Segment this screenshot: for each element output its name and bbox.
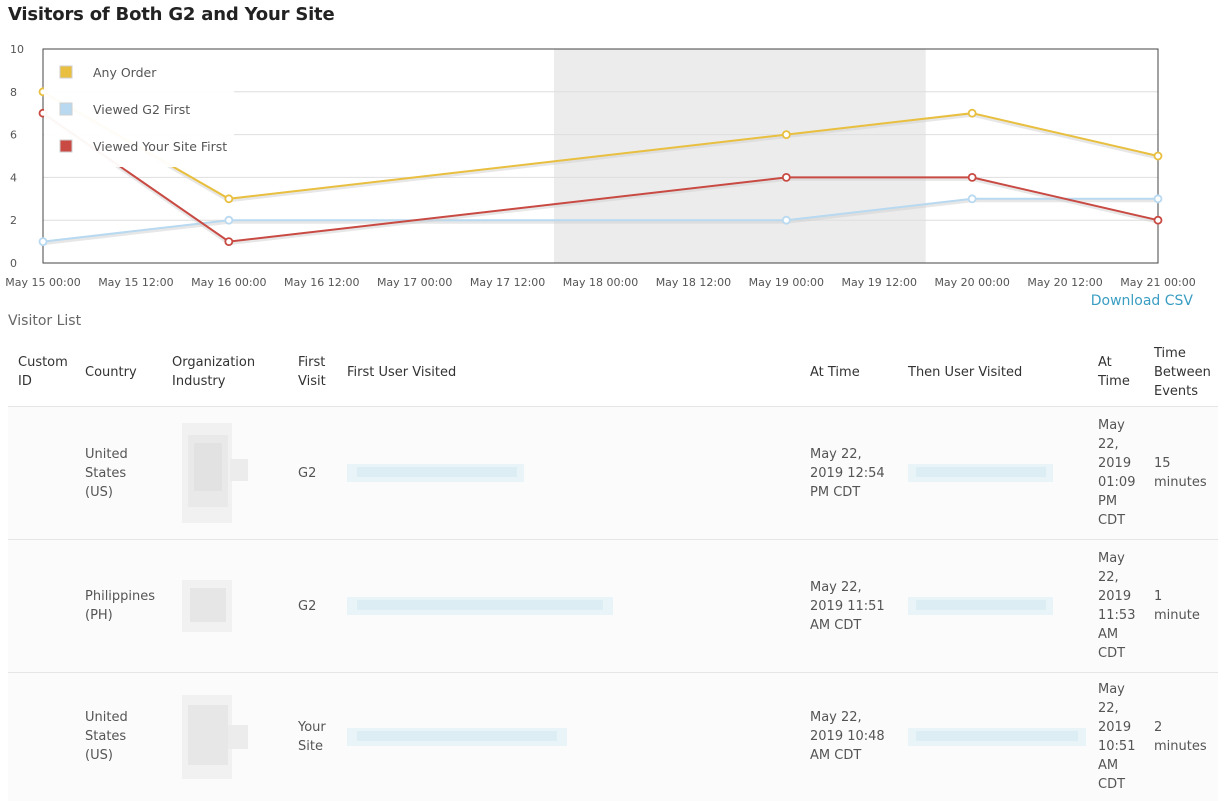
visitor-list-table: Custom ID Country Organization Industry … xyxy=(8,338,1218,801)
x-tick-label: May 15 00:00 xyxy=(5,276,80,289)
first-visit-cell: G2 xyxy=(298,598,317,614)
time-between-cell: 2 minutes xyxy=(1154,719,1207,754)
industry-cell xyxy=(162,540,288,673)
data-point xyxy=(224,237,234,247)
industry-cell xyxy=(162,673,288,801)
then-at-time-cell: May 22, 2019 01:09 PM CDT xyxy=(1098,418,1136,528)
x-tick-label: May 20 00:00 xyxy=(934,276,1009,289)
x-tick-label: May 21 00:00 xyxy=(1120,276,1195,289)
data-point xyxy=(967,194,977,204)
chart-legend: Any Order Viewed G2 First Viewed Your Site… xyxy=(44,50,234,167)
custom-id-cell xyxy=(8,540,75,673)
legend-label: Any Order xyxy=(93,65,157,80)
visitor-list-heading: Visitor List xyxy=(8,313,82,329)
x-tick-label: May 16 12:00 xyxy=(284,276,359,289)
x-tick-label: May 16 00:00 xyxy=(191,276,266,289)
legend-background xyxy=(44,50,234,167)
redacted-url-bar xyxy=(908,597,1053,615)
table-row[interactable]: United States (US) G2 May 22, 2019 12:54… xyxy=(8,406,1218,540)
col-header-custom-id[interactable]: Custom ID xyxy=(18,355,68,389)
then-at-time-cell: May 22, 2019 10:51 AM CDT xyxy=(1098,681,1136,792)
y-tick-label: 4 xyxy=(10,171,17,184)
col-header-then-at-time[interactable]: At Time xyxy=(1098,355,1130,389)
col-header-industry[interactable]: Organization Industry xyxy=(172,355,256,389)
redacted-url-bar xyxy=(347,464,524,482)
data-point xyxy=(224,194,234,204)
y-tick-label: 8 xyxy=(10,86,17,99)
data-point xyxy=(1153,194,1163,204)
data-point xyxy=(967,108,977,118)
table-header-row: Custom ID Country Organization Industry … xyxy=(8,338,1218,407)
redacted-url-bar xyxy=(908,727,1086,746)
visitors-line-chart: 0 2 4 6 8 10 May 15 00:00 May 15 12:00 May 16 00… xyxy=(5,43,1195,289)
legend-swatch xyxy=(59,139,73,153)
first-user-visited-cell[interactable] xyxy=(337,673,800,801)
then-at-time-cell: May 22, 2019 11:53 AM CDT xyxy=(1098,551,1136,661)
data-point xyxy=(1153,215,1163,225)
page-title: Visitors of Both G2 and Your Site xyxy=(8,4,335,25)
then-user-visited-cell[interactable] xyxy=(898,540,1088,673)
data-point xyxy=(781,172,791,182)
custom-id-cell xyxy=(8,673,75,801)
legend-swatch xyxy=(59,65,73,79)
redacted-url-bar xyxy=(347,727,567,746)
redacted-industry-image xyxy=(182,580,232,632)
redacted-url-bar xyxy=(908,464,1053,482)
col-header-first-visit[interactable]: First Visit xyxy=(298,355,326,389)
then-user-visited-cell[interactable] xyxy=(898,673,1088,801)
data-point xyxy=(224,215,234,225)
x-tick-label: May 19 12:00 xyxy=(842,276,917,289)
country-cell: United States (US) xyxy=(85,446,128,500)
x-tick-label: May 18 12:00 xyxy=(656,276,731,289)
redacted-industry-image xyxy=(182,694,248,779)
table-row[interactable]: Philippines (PH) G2 May 22, 2019 11:51 A… xyxy=(8,539,1218,673)
first-user-visited-cell[interactable] xyxy=(337,407,800,540)
x-tick-label: May 19 00:00 xyxy=(749,276,824,289)
legend-label: Viewed G2 First xyxy=(93,102,190,117)
data-point xyxy=(1153,151,1163,161)
y-tick-label: 10 xyxy=(10,43,24,56)
col-header-country[interactable]: Country xyxy=(85,364,137,380)
country-cell: United States (US) xyxy=(85,710,128,764)
redacted-industry-image xyxy=(182,423,248,523)
at-time-cell: May 22, 2019 12:54 PM CDT xyxy=(810,446,885,500)
data-point xyxy=(781,215,791,225)
first-visit-cell: G2 xyxy=(298,465,317,481)
redacted-url-bar xyxy=(347,597,613,615)
then-user-visited-cell[interactable] xyxy=(898,407,1088,540)
y-tick-label: 0 xyxy=(10,257,17,270)
data-point xyxy=(781,130,791,139)
country-cell: Philippines (PH) xyxy=(85,589,156,623)
custom-id-cell xyxy=(8,407,75,540)
col-header-at-time[interactable]: At Time xyxy=(810,364,860,380)
y-tick-label: 6 xyxy=(10,129,17,142)
at-time-cell: May 22, 2019 10:48 AM CDT xyxy=(810,710,885,764)
time-between-cell: 15 minutes xyxy=(1154,456,1207,490)
col-header-time-between[interactable]: Time Between Events xyxy=(1154,345,1211,399)
data-point xyxy=(967,172,977,182)
time-between-cell: 1 minute xyxy=(1154,589,1200,623)
legend-swatch xyxy=(59,102,73,116)
industry-cell xyxy=(162,407,288,540)
table-row[interactable]: United States (US) Your Site May 22, 201… xyxy=(8,672,1218,801)
first-user-visited-cell[interactable] xyxy=(337,540,800,673)
col-header-first-user-visited[interactable]: First User Visited xyxy=(347,364,457,380)
x-tick-label: May 17 00:00 xyxy=(377,276,452,289)
x-tick-label: May 15 12:00 xyxy=(98,276,173,289)
x-tick-label: May 17 12:00 xyxy=(470,276,545,289)
at-time-cell: May 22, 2019 11:51 AM CDT xyxy=(810,579,885,633)
download-csv-link[interactable]: Download CSV xyxy=(1090,293,1193,309)
data-point xyxy=(38,237,48,247)
col-header-then-user-visited[interactable]: Then User Visited xyxy=(908,364,1023,380)
x-tick-label: May 20 12:00 xyxy=(1027,276,1102,289)
x-tick-label: May 18 00:00 xyxy=(563,276,638,289)
y-tick-label: 2 xyxy=(10,214,17,227)
first-visit-cell: Your Site xyxy=(298,719,326,754)
legend-label: Viewed Your Site First xyxy=(93,139,227,154)
